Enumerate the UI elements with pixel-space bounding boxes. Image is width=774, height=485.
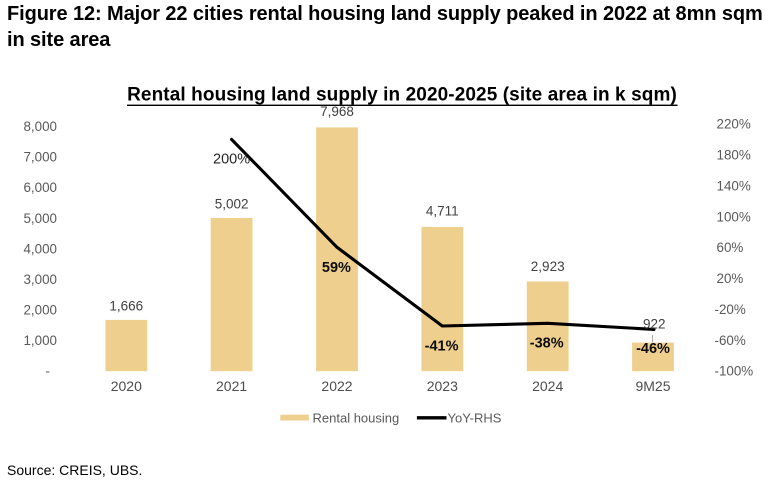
svg-text:7,968: 7,968 (320, 104, 354, 119)
svg-text:2024: 2024 (532, 378, 563, 394)
svg-text:200%: 200% (213, 151, 250, 167)
svg-text:5,000: 5,000 (23, 211, 57, 226)
svg-text:2,923: 2,923 (531, 259, 565, 274)
svg-text:3,000: 3,000 (23, 272, 57, 287)
svg-text:2020: 2020 (111, 378, 142, 394)
svg-text:YoY-RHS: YoY-RHS (448, 410, 502, 425)
svg-text:-100%: -100% (715, 364, 754, 379)
svg-text:-41%: -41% (425, 339, 459, 355)
svg-text:2023: 2023 (427, 378, 458, 394)
svg-text:4,711: 4,711 (426, 204, 459, 219)
svg-text:1,666: 1,666 (109, 299, 143, 314)
svg-text:-46%: -46% (636, 341, 670, 357)
svg-text:2,000: 2,000 (23, 302, 57, 317)
svg-text:7,000: 7,000 (23, 150, 57, 165)
svg-text:180%: 180% (717, 148, 751, 163)
svg-text:-20%: -20% (715, 302, 746, 317)
svg-text:6,000: 6,000 (23, 180, 57, 195)
svg-text:60%: 60% (717, 240, 744, 255)
svg-text:922: 922 (643, 316, 666, 331)
svg-text:140%: 140% (717, 178, 751, 193)
svg-text:4,000: 4,000 (23, 241, 57, 256)
svg-text:Rental housing land supply in: Rental housing land supply in 2020-2025 … (127, 85, 677, 106)
svg-text:2021: 2021 (216, 378, 247, 394)
svg-text:100%: 100% (717, 209, 751, 224)
svg-text:20%: 20% (717, 271, 744, 286)
svg-text:Source: CREIS, UBS.: Source: CREIS, UBS. (7, 462, 142, 478)
svg-text:9M25: 9M25 (635, 378, 670, 394)
svg-text:-60%: -60% (715, 333, 746, 348)
svg-text:2022: 2022 (321, 378, 352, 394)
svg-text:220%: 220% (717, 117, 751, 132)
svg-text:-: - (46, 364, 50, 379)
svg-text:5,002: 5,002 (215, 196, 249, 211)
svg-text:1,000: 1,000 (23, 333, 57, 348)
svg-text:8,000: 8,000 (23, 119, 57, 134)
svg-text:59%: 59% (322, 260, 351, 276)
svg-text:-38%: -38% (530, 335, 564, 351)
svg-text:Rental housing: Rental housing (313, 410, 400, 425)
